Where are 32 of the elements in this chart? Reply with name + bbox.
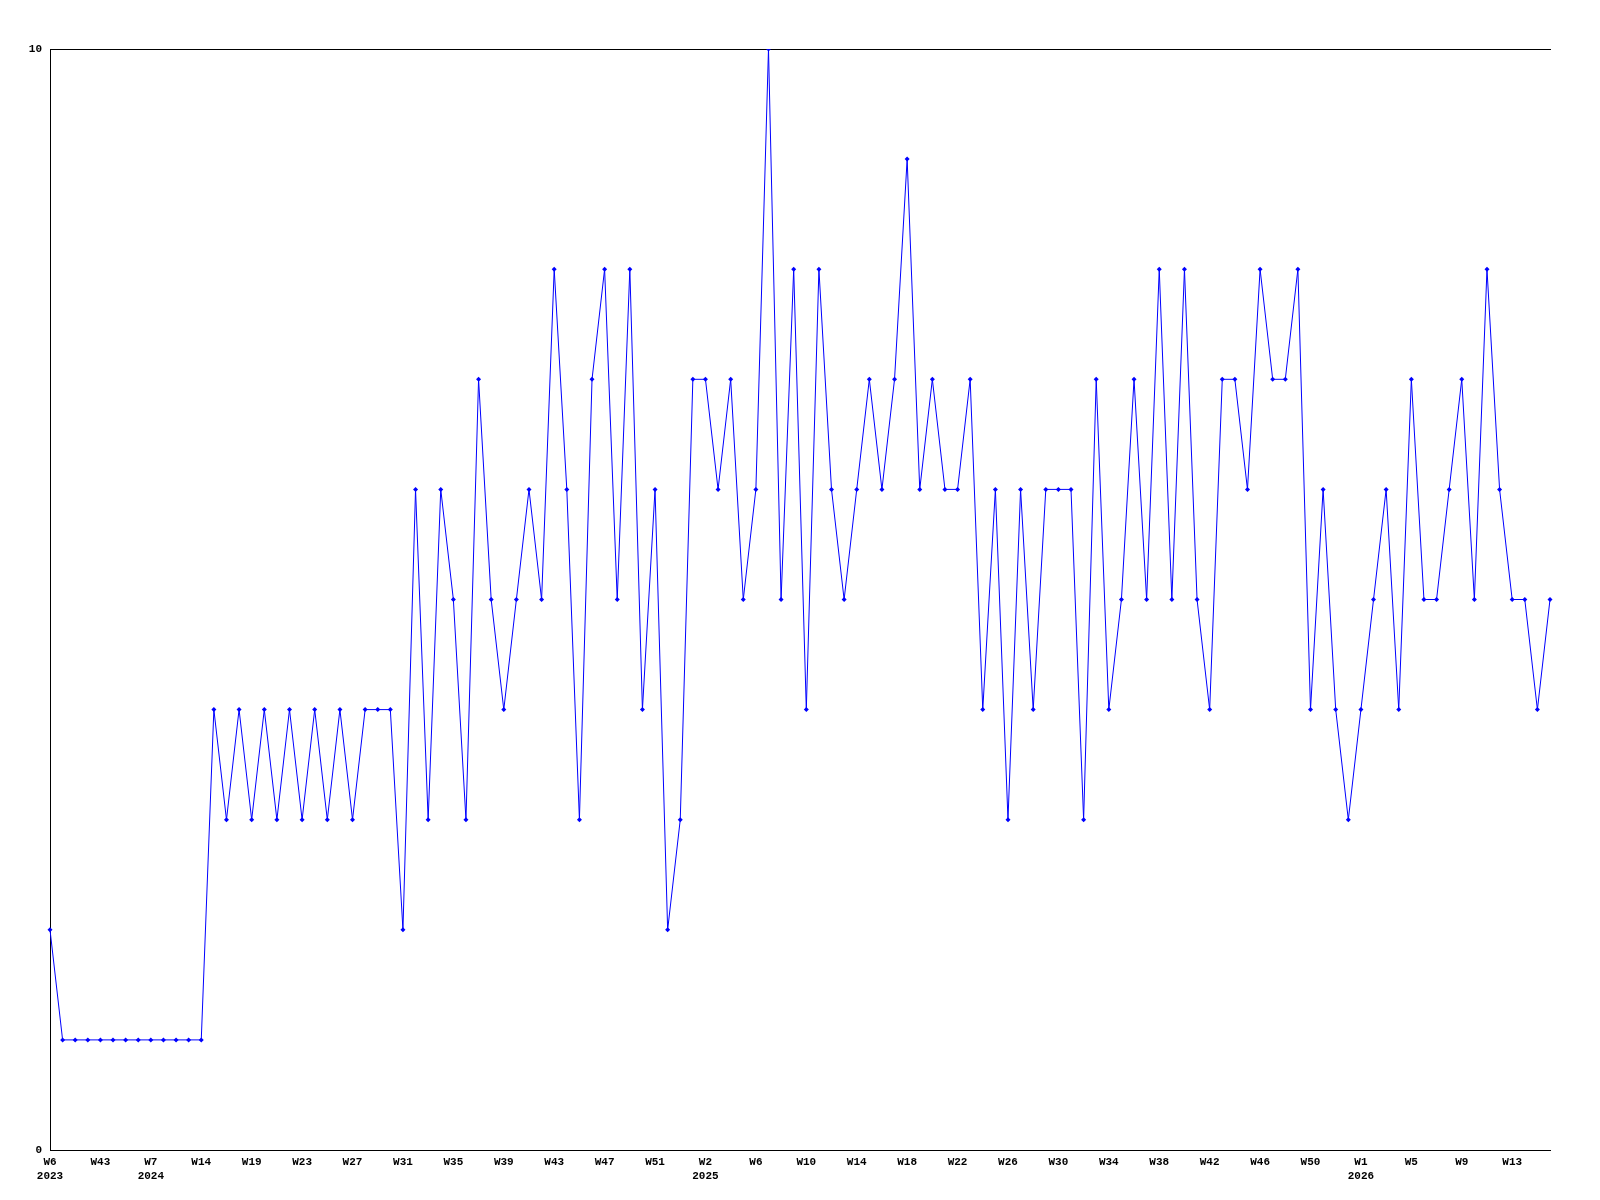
x-tick-label: W9	[1455, 1156, 1469, 1169]
x-tick-label: W7 2024	[137, 1156, 165, 1182]
x-tick-label: W51	[645, 1156, 666, 1169]
x-tick-label: W23	[292, 1156, 313, 1169]
x-tick-label: W46	[1250, 1156, 1270, 1169]
x-tick-label: W14	[846, 1156, 868, 1169]
x-tick-label: W19	[241, 1156, 262, 1169]
x-tick-label: W6	[749, 1156, 763, 1169]
x-tick-label: W1 2026	[1347, 1156, 1375, 1182]
y-tick-label: 0	[35, 1143, 42, 1156]
x-tick-label: W6 2023	[36, 1156, 64, 1182]
x-tick-label: W47	[594, 1156, 615, 1169]
x-tick-label: W27	[342, 1156, 363, 1169]
x-tick-label: W35	[443, 1156, 464, 1169]
x-tick-label: W34	[1098, 1156, 1120, 1169]
x-tick-label: W14	[191, 1156, 212, 1169]
x-tick-label: W5	[1404, 1156, 1419, 1169]
x-tick-label: W22	[947, 1156, 968, 1169]
x-tick-label: W18	[897, 1156, 918, 1169]
y-tick-label: 10	[28, 42, 42, 55]
x-tick-label: W39	[493, 1156, 514, 1169]
x-tick-label: W43	[544, 1156, 565, 1169]
x-tick-label: W10	[796, 1156, 817, 1169]
x-tick-label: W13	[1502, 1156, 1523, 1169]
x-tick-label: W31	[393, 1156, 414, 1169]
x-tick-label: W43	[90, 1156, 111, 1169]
x-tick-label: W38	[1149, 1156, 1170, 1169]
x-tick-label: W26	[998, 1156, 1018, 1169]
x-tick-label: W42	[1199, 1156, 1220, 1169]
x-tick-label: W2 2025	[692, 1156, 720, 1182]
x-tick-label: W30	[1048, 1156, 1069, 1169]
x-tick-label: W50	[1300, 1156, 1321, 1169]
